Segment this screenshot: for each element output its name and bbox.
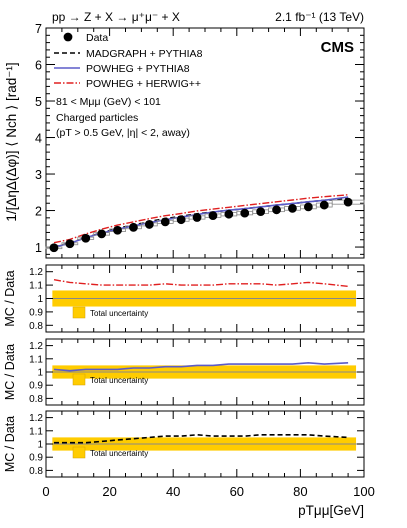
data-point [288,203,297,213]
x-tick-label: 60 [230,484,244,499]
legend-label: POWHEG + PYTHIA8 [86,63,190,75]
band-legend-label: Total uncertainty [90,376,148,385]
ratio-y-tick-label: 1 [37,440,43,451]
data-point [176,215,186,225]
x-tick-label: 100 [353,484,375,499]
ratio-panel-1: 0.8 0.9 1 1.1 1.2 Total uncertainty MC / Data [3,264,365,333]
series-line-powheg-herwig- [53,194,349,244]
data-point [49,243,59,253]
data-point [208,211,218,221]
legend-entry: Data [63,32,108,44]
band-legend: Total uncertainty [72,373,148,386]
data-point [256,207,266,217]
ratio-y-tick-label: 1.1 [29,281,43,292]
data-point [129,222,138,232]
ratio-y-tick-label: 1.2 [29,341,43,352]
labels: pp → Z + X → μ⁺μ⁻ + X 2.1 fb⁻¹ (13 TeV) CM… [4,10,375,518]
selection-label: (pT > 0.5 GeV, |η| < 2, away) [56,127,190,139]
ratio-line-powheg-herwig- [53,279,349,288]
x-axis-label: pTμμ[GeV] [298,503,364,518]
ratio-y-tick-label: 0.8 [29,321,43,332]
y-tick-label: 5 [35,95,42,109]
legend-entry: POWHEG + PYTHIA8 [54,63,190,75]
particles-label: Charged particles [56,112,138,124]
experiment-label: CMS [321,39,354,56]
series-line-madgraph-pythia8 [53,197,349,248]
luminosity-label: 2.1 fb⁻¹ (13 TeV) [275,10,364,24]
data-point [160,217,170,227]
data-point [65,239,75,249]
ratio-y-tick-label: 1.2 [29,267,43,278]
y-tick-label: 6 [35,59,42,73]
band-legend-label: Total uncertainty [90,309,148,318]
ratio-y-tick-label: 1.1 [29,426,43,437]
x-tick-label: 0 [42,484,49,499]
data-point [192,213,202,222]
legend-label: POWHEG + HERWIG++ [86,78,201,90]
band-legend: Total uncertainty [72,446,148,459]
y-tick-label: 2 [35,205,42,219]
data-point [303,202,313,212]
ratio-y-tick-label: 0.8 [29,394,43,405]
data-point [319,200,329,210]
band-legend: Total uncertainty [72,306,148,319]
legend-marker [63,32,73,42]
data-point [113,225,122,235]
ratio-line-powheg-pythia8 [53,361,349,372]
ratio-y-axis-label: MC / Data [3,344,17,400]
data-point [343,197,353,207]
ratio-y-tick-label: 1 [37,294,43,305]
ratio-y-axis-label: MC / Data [3,416,17,472]
ratio-y-tick-label: 1.1 [29,354,43,365]
ratio-y-tick-label: 0.9 [29,453,43,464]
band-legend-swatch [72,373,86,386]
legend-label: MADGRAPH + PYTHIA8 [86,48,203,60]
ratio-y-tick-label: 1.2 [29,413,43,424]
main-panel: 1 2 3 4 5 6 7 [35,22,365,259]
series-line-powheg-pythia8 [53,196,349,248]
band-legend-label: Total uncertainty [90,449,148,458]
data-point [144,220,154,229]
x-tick-label: 40 [166,484,180,499]
process-label: pp → Z + X → μ⁺μ⁻ + X [52,10,180,24]
ratio-y-tick-label: 0.8 [29,466,43,477]
ratio-panel-3: 0.8 0.9 1 1.1 1.2 Total uncertainty MC / Data [3,410,365,478]
data-point [81,233,91,243]
data-point [97,229,107,239]
x-tick-label: 80 [293,484,307,499]
y-axis-label: 1/[ΔηΔ(Δφ)] ⟨ Nch ⟩ [rad⁻¹] [4,62,19,221]
ratio-y-axis-label: MC / Data [3,270,17,326]
data-point [272,205,281,215]
mass-cut-label: 81 < Mμμ (GeV) < 101 [56,96,161,108]
ratio-y-tick-label: 0.9 [29,307,43,318]
ratio-panel-2: 0.8 0.9 1 1.1 1.2 Total uncertainty MC / Data [3,338,365,406]
legend-entry: MADGRAPH + PYTHIA8 [54,48,203,60]
ratio-y-tick-label: 1 [37,368,43,379]
y-tick-label: 3 [35,168,42,182]
data-point [240,208,250,218]
x-tick-label: 20 [102,484,116,499]
y-tick-label: 4 [35,132,42,146]
band-legend-swatch [72,306,86,319]
band-legend-swatch [72,446,86,459]
y-tick-label: 7 [35,22,42,36]
legend-label: Data [86,32,108,44]
data-point [224,209,234,219]
y-tick-label: 1 [35,241,42,255]
ratio-y-tick-label: 0.9 [29,381,43,392]
legend-entry: POWHEG + HERWIG++ [54,78,201,90]
